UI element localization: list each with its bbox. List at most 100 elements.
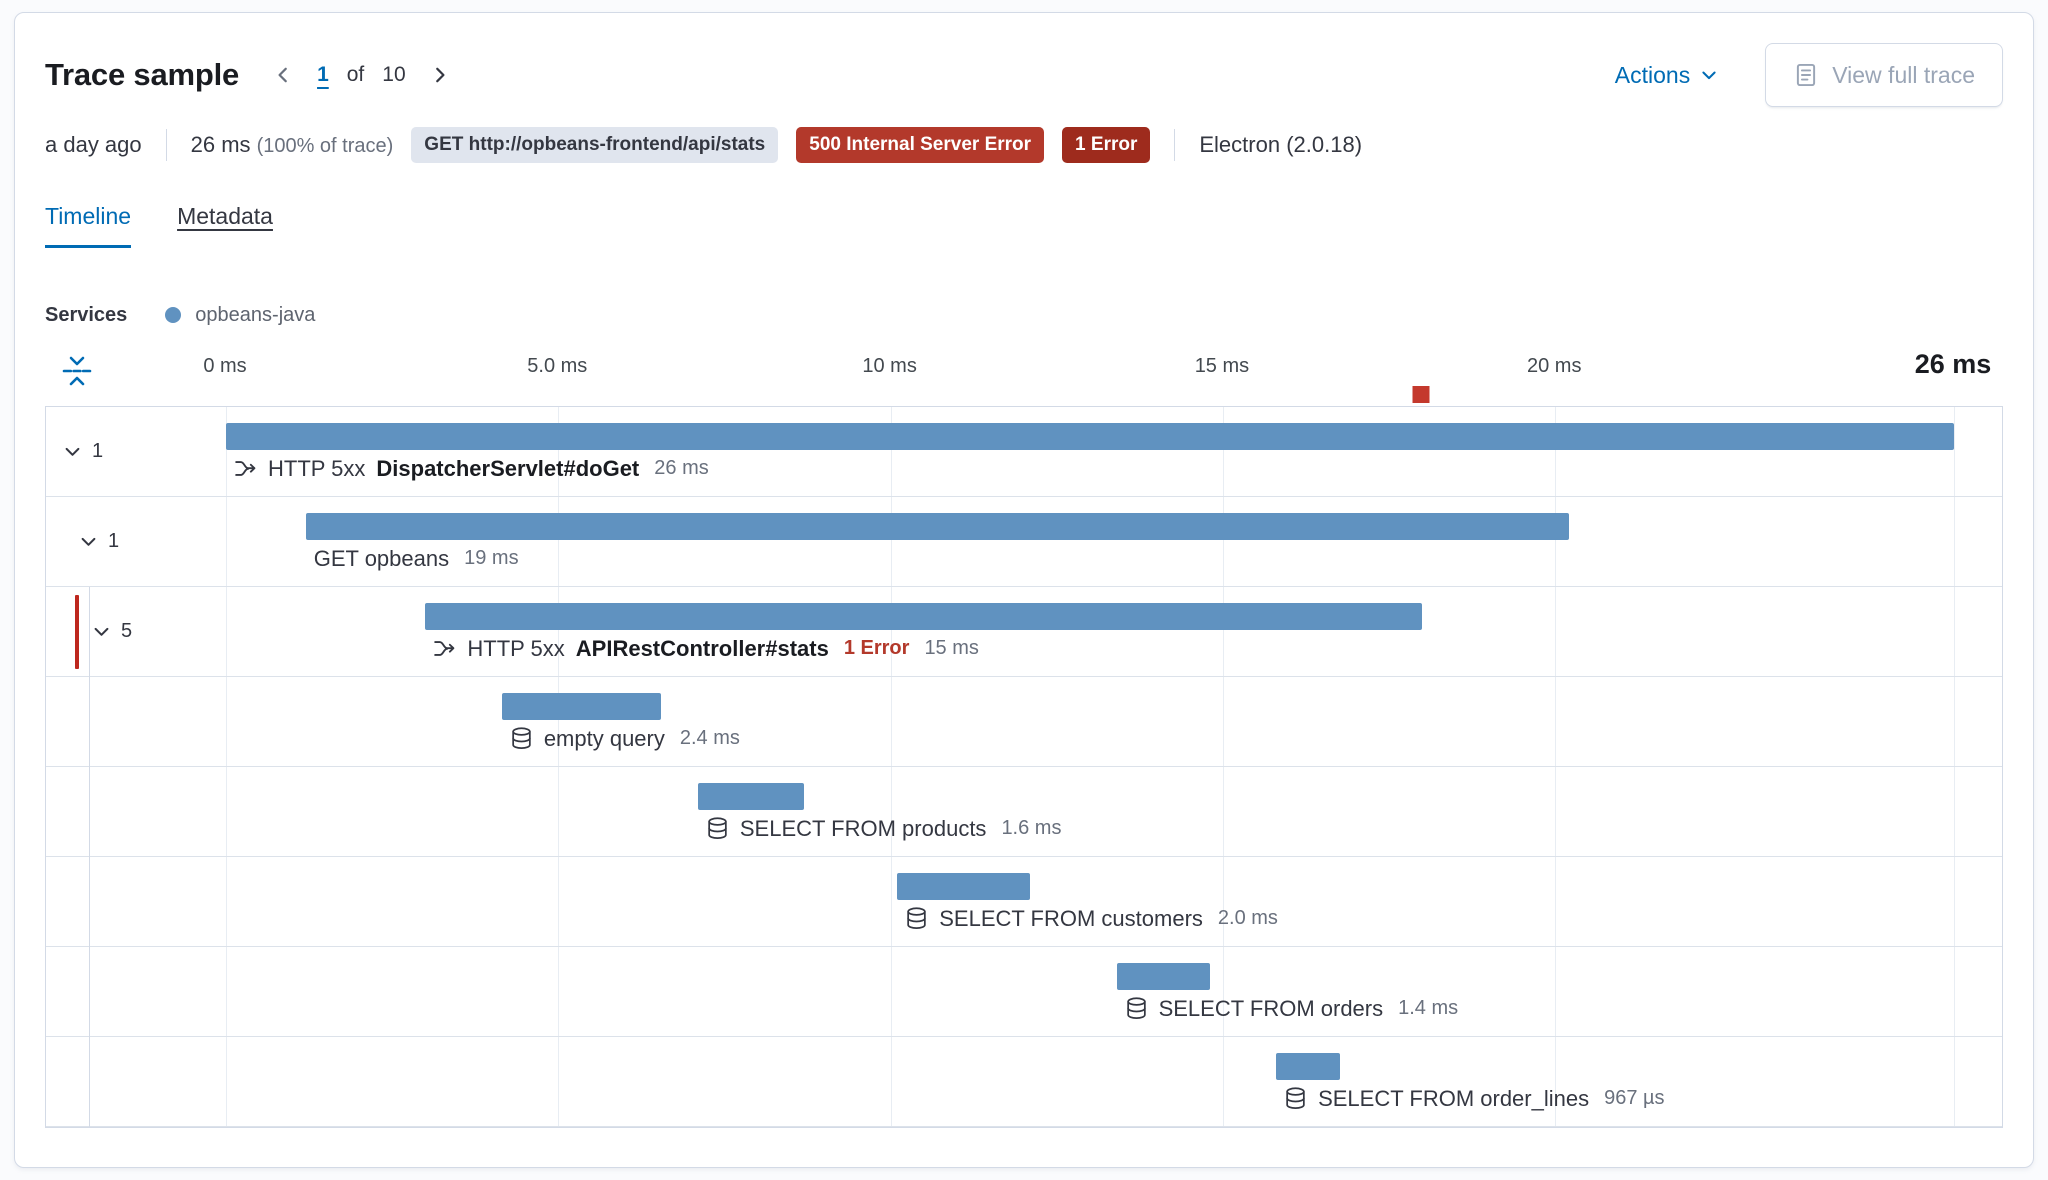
axis-tick: 26 ms xyxy=(1914,348,1992,379)
child-count: 5 xyxy=(121,619,133,642)
error-marker[interactable] xyxy=(1412,385,1430,403)
row-collapse-toggle[interactable]: 5 xyxy=(91,620,132,643)
legend-title: Services xyxy=(45,303,128,326)
axis-tick: 10 ms xyxy=(862,354,917,377)
gridline xyxy=(1555,406,1557,1127)
gridline xyxy=(1222,406,1224,1127)
span-name: empty query xyxy=(543,725,665,751)
gridline xyxy=(226,406,227,1127)
span-duration: 1.6 ms xyxy=(1001,817,1062,840)
span-bar[interactable] xyxy=(1276,1052,1341,1080)
waterfall-row: empty query 2.4 ms xyxy=(46,677,2002,767)
pagination-of-label: of xyxy=(346,63,365,86)
span-label: GET opbeans 19 ms xyxy=(314,546,519,572)
database-icon xyxy=(905,907,928,930)
database-icon xyxy=(1284,1087,1307,1110)
span-label: SELECT FROM order_lines 967 µs xyxy=(1284,1085,1665,1112)
waterfall-row: 1 HTTP 5xx DispatcherServlet#doGet 26 ms xyxy=(46,407,2002,497)
agent-info: Electron (2.0.18) xyxy=(1199,132,1362,158)
span-label: HTTP 5xx DispatcherServlet#doGet 26 ms xyxy=(234,456,709,482)
view-full-trace-button[interactable]: View full trace xyxy=(1765,43,2003,107)
header-actions: Actions View full trace xyxy=(1615,43,2003,107)
span-bar[interactable] xyxy=(305,512,1569,540)
database-icon xyxy=(706,817,729,840)
span-label: SELECT FROM customers 2.0 ms xyxy=(905,906,1278,932)
tab-timeline[interactable]: Timeline xyxy=(45,203,132,248)
duration-value: 26 ms xyxy=(190,131,251,157)
error-accent-bar xyxy=(75,594,79,669)
span-duration: 19 ms xyxy=(464,547,519,570)
span-type-label: HTTP 5xx xyxy=(467,635,565,661)
span-label: SELECT FROM orders 1.4 ms xyxy=(1125,996,1459,1022)
transaction-icon xyxy=(433,637,456,660)
current-page[interactable]: 1 xyxy=(317,63,329,86)
trace-sample-panel: Trace sample 1 of 10 Actions View full t… xyxy=(14,12,2034,1168)
span-duration: 2.0 ms xyxy=(1217,907,1278,930)
span-label: SELECT FROM products 1.6 ms xyxy=(706,815,1062,842)
database-icon xyxy=(1125,997,1148,1020)
agent-name: Electron xyxy=(1199,131,1281,157)
tab-bar: Timeline Metadata xyxy=(45,203,2003,248)
span-duration: 1.4 ms xyxy=(1398,997,1459,1020)
waterfall-row: 5 HTTP 5xx APIRestController#stats 1 Error 1… xyxy=(46,587,2002,677)
child-count: 1 xyxy=(108,529,120,552)
trace-summary: a day ago 26 ms (100% of trace) GET http:… xyxy=(45,127,2003,163)
span-bar[interactable] xyxy=(226,422,1954,450)
trace-duration: 26 ms (100% of trace) xyxy=(191,132,394,158)
divider xyxy=(165,128,167,161)
span-bar[interactable] xyxy=(425,602,1423,630)
span-bar[interactable] xyxy=(501,692,662,720)
axis-tick: 20 ms xyxy=(1526,354,1582,377)
agent-version: (2.0.18) xyxy=(1286,131,1363,157)
row-collapse-toggle[interactable]: 1 xyxy=(78,530,119,553)
total-pages: 10 xyxy=(382,63,406,86)
duration-percent: (100% of trace) xyxy=(256,134,394,157)
span-name: DispatcherServlet#doGet xyxy=(376,455,640,481)
waterfall-row: 1 GET opbeans 19 ms xyxy=(46,497,2002,587)
prev-trace-button[interactable] xyxy=(267,59,299,91)
next-trace-button[interactable] xyxy=(424,59,456,91)
tab-metadata[interactable]: Metadata xyxy=(177,202,273,229)
span-bar[interactable] xyxy=(897,872,1031,900)
waterfall: 1 HTTP 5xx DispatcherServlet#doGet 26 ms 1 GE… xyxy=(45,405,2003,1128)
http-request-badge[interactable]: GET http://opbeans-frontend/api/stats xyxy=(411,127,779,163)
span-name: APIRestController#stats xyxy=(575,635,829,661)
service-color-dot xyxy=(165,307,182,324)
trace-timestamp: a day ago xyxy=(45,131,142,157)
trace-document-icon xyxy=(1797,63,1816,87)
transaction-icon xyxy=(234,457,257,480)
waterfall-row: SELECT FROM products 1.6 ms xyxy=(46,767,2002,857)
error-count-badge[interactable]: 1 Error xyxy=(1062,127,1151,163)
waterfall-row: SELECT FROM orders 1.4 ms xyxy=(46,947,2002,1037)
http-status-badge[interactable]: 500 Internal Server Error xyxy=(796,127,1045,163)
span-duration: 2.4 ms xyxy=(679,727,740,750)
page-title: Trace sample xyxy=(45,57,240,92)
span-label: HTTP 5xx APIRestController#stats 1 Error 15… xyxy=(433,636,979,662)
gridline xyxy=(1954,406,1955,1127)
span-error-label: 1 Error xyxy=(843,637,910,660)
header: Trace sample 1 of 10 Actions View full t… xyxy=(45,43,2003,107)
waterfall-row: SELECT FROM order_lines 967 µs xyxy=(46,1037,2002,1127)
span-name: SELECT FROM products xyxy=(739,815,987,841)
gridline xyxy=(890,406,892,1127)
span-name: GET opbeans xyxy=(313,545,450,571)
child-count: 1 xyxy=(92,439,104,462)
span-duration: 967 µs xyxy=(1604,1087,1665,1110)
span-duration: 26 ms xyxy=(654,457,709,480)
chevron-down-icon xyxy=(1702,71,1716,80)
span-bar[interactable] xyxy=(1116,962,1210,990)
span-name: SELECT FROM customers xyxy=(939,905,1203,931)
span-name: SELECT FROM order_lines xyxy=(1318,1085,1590,1111)
divider xyxy=(1174,128,1176,161)
database-icon xyxy=(510,727,533,750)
row-collapse-toggle[interactable]: 1 xyxy=(62,440,103,463)
view-full-trace-label: View full trace xyxy=(1832,61,1975,88)
collapse-all-icon[interactable] xyxy=(61,355,93,392)
actions-menu-button[interactable]: Actions xyxy=(1615,62,1719,89)
span-type-label: HTTP 5xx xyxy=(268,455,366,481)
actions-label: Actions xyxy=(1614,61,1691,88)
indent-guide xyxy=(89,586,90,1127)
span-bar[interactable] xyxy=(697,782,805,810)
waterfall-row: SELECT FROM customers 2.0 ms xyxy=(46,857,2002,947)
service-name: opbeans-java xyxy=(195,303,316,326)
